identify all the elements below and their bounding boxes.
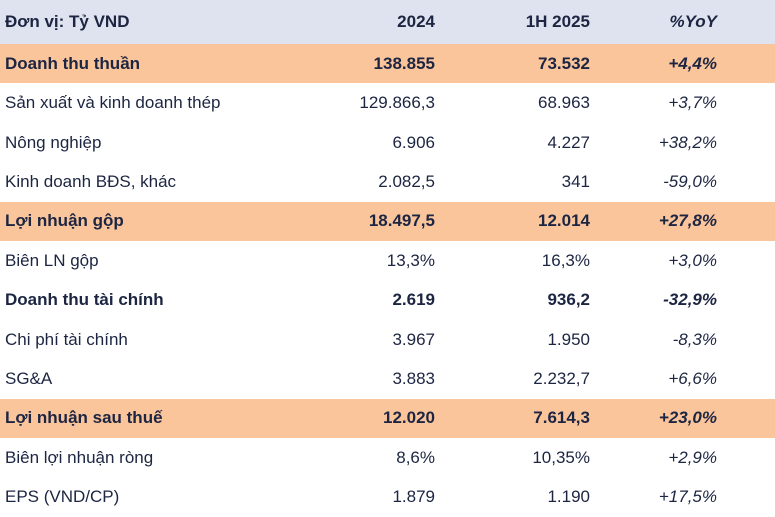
table-row: EPS (VND/CP) 1.879 1.190 +17,5% (0, 478, 775, 517)
value-cell: +2,9% (668, 447, 717, 467)
table-row: Kinh doanh BĐS, khác 2.082,5 341 -59,0% (0, 162, 775, 201)
header-cell: 1H 2025 (525, 12, 590, 31)
value-cell: 6.906 (392, 132, 435, 152)
value-cell: 138.855 (373, 53, 435, 73)
value-cell: 7.614,3 (533, 408, 590, 428)
value-cell: 16,3% (541, 250, 590, 270)
table-row: SG&A 3.883 2.232,7 +6,6% (0, 359, 775, 398)
header-cell: Đơn vị: Tỷ VND (5, 12, 130, 31)
value-cell: 73.532 (538, 53, 590, 73)
row-label: Biên LN gộp (5, 250, 99, 270)
value-cell: +6,6% (668, 369, 717, 389)
header-cell: 2024 (397, 12, 435, 31)
value-cell: +3,0% (668, 250, 717, 270)
row-label: EPS (VND/CP) (5, 487, 120, 507)
row-label: Biên lợi nhuận ròng (5, 447, 154, 467)
row-label: Chi phí tài chính (5, 329, 128, 349)
value-cell: +3,7% (668, 93, 717, 113)
header-cell: %YoY (669, 12, 717, 31)
value-cell: 12.014 (538, 211, 590, 231)
value-cell: 68.963 (538, 93, 590, 113)
value-cell: 2.619 (392, 290, 435, 310)
value-cell: 1.190 (547, 487, 590, 507)
row-label: Nông nghiệp (5, 132, 102, 152)
value-cell: 341 (561, 171, 590, 191)
value-cell: 18.497,5 (368, 211, 435, 231)
value-cell: 10,35% (532, 447, 590, 467)
row-label: Lợi nhuận gộp (5, 211, 124, 231)
value-cell: 1.879 (392, 487, 435, 507)
value-cell: +23,0% (658, 408, 717, 428)
table-row: Lợi nhuận gộp 18.497,5 12.014 +27,8% (0, 201, 775, 242)
value-cell: 1.950 (547, 329, 590, 349)
value-cell: 13,3% (386, 250, 435, 270)
row-label: Doanh thu thuần (5, 53, 141, 73)
table-row: Lợi nhuận sau thuế 12.020 7.614,3 +23,0% (0, 398, 775, 439)
value-cell: +38,2% (658, 132, 717, 152)
row-label: Sản xuất và kinh doanh thép (5, 93, 221, 113)
value-cell: 3.967 (392, 329, 435, 349)
table-row: Chi phí tài chính 3.967 1.950 -8,3% (0, 320, 775, 359)
table-row: Biên lợi nhuận ròng 8,6% 10,35% +2,9% (0, 438, 775, 477)
value-cell: -32,9% (663, 290, 717, 310)
table-row: Doanh thu tài chính 2.619 936,2 -32,9% (0, 281, 775, 320)
row-label: SG&A (5, 369, 53, 389)
value-cell: 8,6% (396, 447, 435, 467)
value-cell: 12.020 (383, 408, 435, 428)
value-cell: 3.883 (392, 369, 435, 389)
table-row: Nông nghiệp 6.906 4.227 +38,2% (0, 123, 775, 162)
value-cell: -8,3% (672, 329, 717, 349)
value-cell: 129.866,3 (359, 93, 435, 113)
value-cell: +17,5% (658, 487, 717, 507)
table-row: Biên LN gộp 13,3% 16,3% +3,0% (0, 241, 775, 280)
value-cell: 4.227 (547, 132, 590, 152)
table-row: Sản xuất và kinh doanh thép 129.866,3 68.9… (0, 83, 775, 122)
table-row: Doanh thu thuần 138.855 73.532 +4,4% (0, 44, 775, 84)
value-cell: 2.082,5 (378, 171, 435, 191)
row-label: Doanh thu tài chính (5, 290, 164, 310)
value-cell: 2.232,7 (533, 369, 590, 389)
header-row: Đơn vị: Tỷ VND 2024 1H 2025 %YoY (0, 0, 775, 44)
value-cell: +27,8% (658, 211, 717, 231)
value-cell: 936,2 (547, 290, 590, 310)
row-label: Lợi nhuận sau thuế (5, 408, 163, 428)
row-label: Kinh doanh BĐS, khác (5, 171, 177, 191)
value-cell: +4,4% (668, 53, 717, 73)
value-cell: -59,0% (663, 171, 717, 191)
